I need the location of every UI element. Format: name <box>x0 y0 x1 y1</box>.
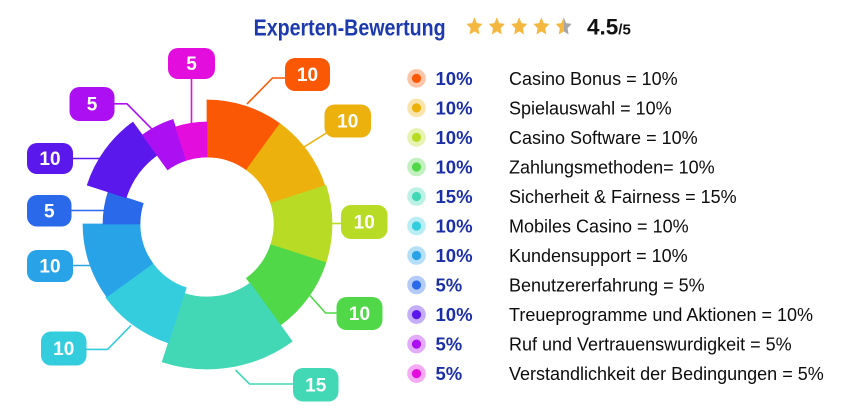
svg-text:Sicherheit & Fairness = 15%: Sicherheit & Fairness = 15% <box>509 187 737 207</box>
svg-text:10%: 10% <box>436 216 473 237</box>
svg-text:5: 5 <box>87 95 98 116</box>
svg-text:5%: 5% <box>436 363 463 384</box>
svg-text:Experten-Bewertung: Experten-Bewertung <box>254 15 446 41</box>
svg-text:Verstandlichkeit der Bedingung: Verstandlichkeit der Bedingungen = 5% <box>509 364 824 384</box>
svg-text:Kundensupport = 10%: Kundensupport = 10% <box>509 246 688 266</box>
svg-text:10: 10 <box>297 65 318 86</box>
svg-text:5: 5 <box>186 54 197 75</box>
svg-text:Benutzererfahrung = 5%: Benutzererfahrung = 5% <box>509 276 705 296</box>
svg-text:Mobiles Casino = 10%: Mobiles Casino = 10% <box>509 217 689 237</box>
svg-text:Spielauswahl = 10%: Spielauswahl = 10% <box>509 98 672 118</box>
svg-text:10%: 10% <box>436 304 473 325</box>
svg-text:5: 5 <box>44 201 55 222</box>
svg-text:10: 10 <box>39 149 60 170</box>
svg-text:Casino Software = 10%: Casino Software = 10% <box>509 128 698 148</box>
svg-text:10: 10 <box>337 112 358 133</box>
svg-text:Ruf und Vertrauenswurdigkeit =: Ruf und Vertrauenswurdigkeit = 5% <box>509 335 792 355</box>
svg-text:10: 10 <box>349 304 370 325</box>
svg-text:5%: 5% <box>436 275 463 296</box>
svg-text:10: 10 <box>354 213 375 234</box>
svg-text:Treueprogramme und Aktionen =: Treueprogramme und Aktionen = 10% <box>509 305 813 325</box>
svg-text:10%: 10% <box>436 245 473 266</box>
svg-text:10%: 10% <box>436 157 473 178</box>
svg-text:5%: 5% <box>436 334 463 355</box>
svg-text:Casino Bonus = 10%: Casino Bonus = 10% <box>509 69 678 89</box>
svg-text:10%: 10% <box>436 97 473 118</box>
svg-text:10%: 10% <box>436 127 473 148</box>
svg-text:Zahlungsmethoden= 10%: Zahlungsmethoden= 10% <box>509 158 715 178</box>
svg-text:10%: 10% <box>436 68 473 89</box>
svg-text:10: 10 <box>39 257 60 278</box>
svg-text:10: 10 <box>53 339 74 360</box>
svg-text:15%: 15% <box>436 186 473 207</box>
svg-text:4.5/5: 4.5/5 <box>587 15 631 40</box>
svg-text:15: 15 <box>305 375 327 396</box>
